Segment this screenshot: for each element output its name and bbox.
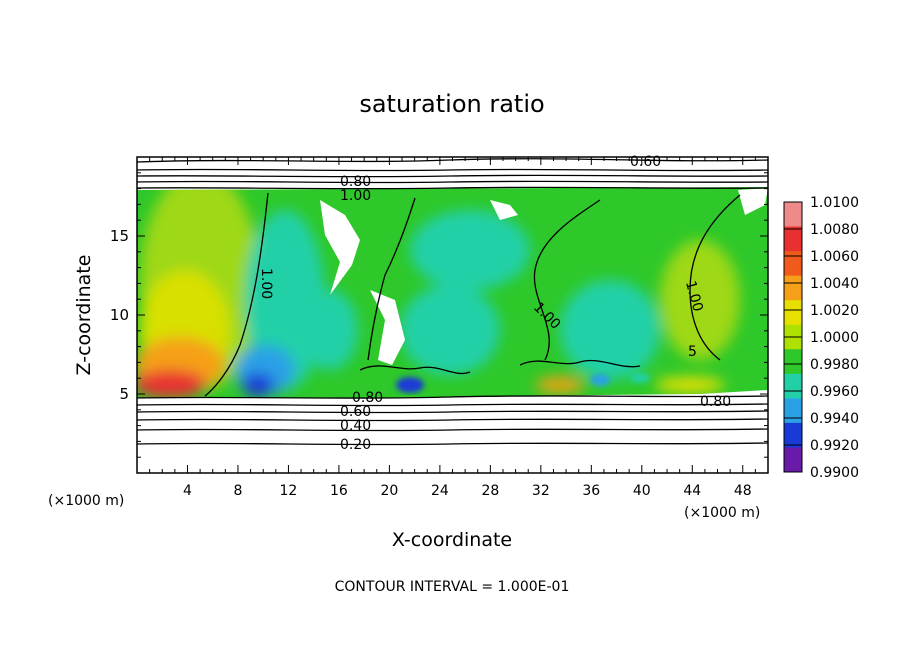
contour-label: 1.00 xyxy=(340,188,371,204)
contour-label: 0.20 xyxy=(340,437,371,453)
colorbar-swatch xyxy=(784,398,802,424)
x-tick-label: 16 xyxy=(330,483,348,499)
x-unit-right: (×1000 m) xyxy=(684,505,760,521)
contour-label: 0.40 xyxy=(340,418,371,434)
colorbar-swatch xyxy=(784,226,802,252)
colorbar-swatch xyxy=(784,447,802,473)
x-tick-label: 24 xyxy=(431,483,449,499)
contour-interval-note: CONTOUR INTERVAL = 1.000E-01 xyxy=(335,579,570,595)
contour-label: 0.60 xyxy=(340,404,371,420)
colorbar-label: 1.0020 xyxy=(810,303,859,319)
contour-label: 1.00 xyxy=(258,268,274,299)
contour-label: 5 xyxy=(688,344,697,360)
contour-label: 1.00 xyxy=(682,279,706,313)
colorbar-swatch xyxy=(784,422,802,448)
contour-label: 0.80 xyxy=(340,174,371,190)
contour-lines xyxy=(137,158,768,446)
y-axis-label: Z-coordinate xyxy=(73,255,95,376)
colorbar-swatch xyxy=(784,349,802,375)
y-tick-label: 10 xyxy=(110,306,129,324)
colorbar-swatch xyxy=(784,251,802,277)
colorbar-label: 0.9960 xyxy=(810,384,859,400)
x-tick-label: 44 xyxy=(683,483,701,499)
x-axis-label: X-coordinate xyxy=(392,529,512,551)
x-tick-label: 28 xyxy=(481,483,499,499)
contour-labels: 0.60 0.80 1.00 1.00 1.00 1.00 0.80 0.60 … xyxy=(258,154,731,453)
colorbar-swatch xyxy=(784,373,802,399)
x-tick-label: 36 xyxy=(582,483,600,499)
colorbar-label: 1.0060 xyxy=(810,249,859,265)
y-axis: 5 10 15 xyxy=(110,156,768,474)
colorbar-label: 0.9940 xyxy=(810,411,859,427)
colorbar-swatch xyxy=(784,275,802,301)
chart-title: saturation ratio xyxy=(359,90,544,118)
y-tick-label: 5 xyxy=(119,385,129,403)
colorbar-label: 0.9900 xyxy=(810,465,859,481)
colorbar-label: 1.0000 xyxy=(810,330,859,346)
colorbar-label: 1.0100 xyxy=(810,195,859,211)
colorbar-label: 0.9920 xyxy=(810,438,859,454)
x-tick-label: 12 xyxy=(280,483,298,499)
x-tick-label: 32 xyxy=(532,483,550,499)
x-axis: 4 8 12 16 20 24 28 32 36 40 44 48 xyxy=(136,157,769,499)
x-tick-label: 4 xyxy=(183,483,192,499)
colorbar-label: 1.0080 xyxy=(810,222,859,238)
x-tick-label: 48 xyxy=(734,483,752,499)
colorbar-swatch xyxy=(784,300,802,326)
x-tick-label: 20 xyxy=(380,483,398,499)
colorbar-label: 0.9980 xyxy=(810,357,859,373)
x-unit-left: (×1000 m) xyxy=(48,493,124,509)
colorbar: 1.0100 1.0080 1.0060 1.0040 1.0020 1.0000 0.99… xyxy=(783,195,859,481)
saturation-field xyxy=(137,157,768,473)
contour-label: 0.80 xyxy=(700,394,731,410)
contour-label: 0.80 xyxy=(352,390,383,406)
colorbar-swatch xyxy=(784,202,802,228)
x-tick-label: 8 xyxy=(233,483,242,499)
y-tick-label: 15 xyxy=(110,227,129,245)
contour-label: 0.60 xyxy=(630,154,661,170)
x-tick-label: 40 xyxy=(633,483,651,499)
colorbar-label: 1.0040 xyxy=(810,276,859,292)
